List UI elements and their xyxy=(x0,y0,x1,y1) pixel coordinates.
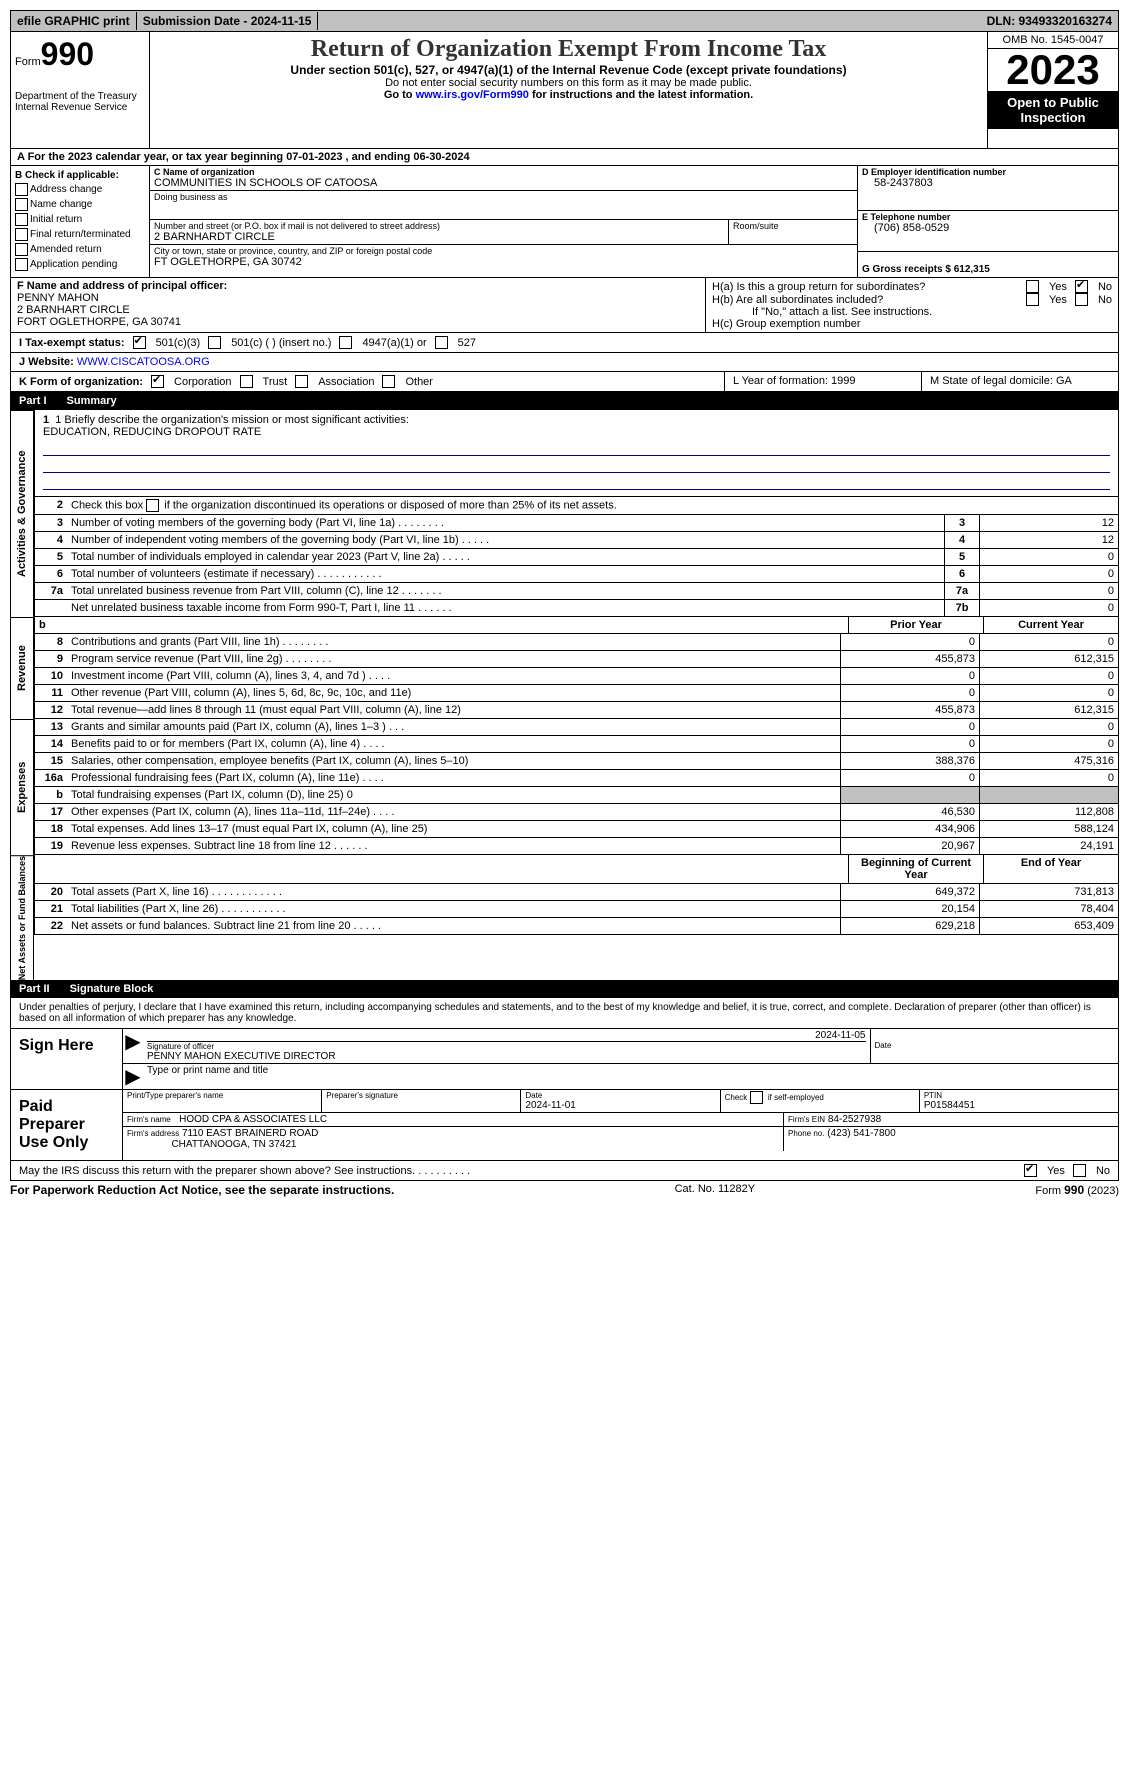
i-501c3[interactable] xyxy=(133,336,146,349)
dba-block: Doing business as xyxy=(150,191,857,220)
summary-line: 7aTotal unrelated business revenue from … xyxy=(34,583,1118,600)
opt-address-change[interactable]: Address change xyxy=(15,183,145,196)
row-a-tax-year: A For the 2023 calendar year, or tax yea… xyxy=(10,149,1119,166)
vlabel-governance: Activities & Governance xyxy=(10,410,34,617)
summary-line: 3Number of voting members of the governi… xyxy=(34,515,1118,532)
sign-arrow-icon-2: ▶ xyxy=(123,1064,143,1089)
ha-no[interactable] xyxy=(1075,280,1088,293)
dln: DLN: 93493320163274 xyxy=(981,12,1118,30)
open-public: Open to Public Inspection xyxy=(988,91,1118,129)
row-k: K Form of organization: Corporation Trus… xyxy=(10,372,725,392)
self-employed-check[interactable] xyxy=(750,1091,763,1104)
hb-no[interactable] xyxy=(1075,293,1088,306)
summary-line: 21Total liabilities (Part X, line 26) . … xyxy=(34,901,1118,918)
tax-year: 2023 xyxy=(988,49,1118,91)
k-corp[interactable] xyxy=(151,375,164,388)
opt-application-pending[interactable]: Application pending xyxy=(15,258,145,271)
summary-line: 14Benefits paid to or for members (Part … xyxy=(34,736,1118,753)
vlabel-revenue: Revenue xyxy=(10,617,34,719)
row-m: M State of legal domicile: GA xyxy=(922,372,1119,392)
i-501c[interactable] xyxy=(208,336,221,349)
summary-line: 11Other revenue (Part VIII, column (A), … xyxy=(34,685,1118,702)
summary-line: bTotal fundraising expenses (Part IX, co… xyxy=(34,787,1118,804)
row-j: J Website: WWW.CISCATOOSA.ORG xyxy=(10,353,1119,372)
part2-header: Part II Signature Block xyxy=(10,980,1119,998)
org-name-block: C Name of organization COMMUNITIES IN SC… xyxy=(150,166,857,191)
gross-receipts: G Gross receipts $ 612,315 xyxy=(858,252,1118,276)
form-title: Return of Organization Exempt From Incom… xyxy=(154,36,983,63)
rev-col-header: b Prior Year Current Year xyxy=(34,617,1118,634)
opt-final-return[interactable]: Final return/terminated xyxy=(15,228,145,241)
ha-yes[interactable] xyxy=(1026,280,1039,293)
opt-name-change[interactable]: Name change xyxy=(15,198,145,211)
submission-date: Submission Date - 2024-11-15 xyxy=(137,12,319,30)
summary-line: 20Total assets (Part X, line 16) . . . .… xyxy=(34,884,1118,901)
discuss-yes[interactable] xyxy=(1024,1164,1037,1177)
summary-line: 10Investment income (Part VIII, column (… xyxy=(34,668,1118,685)
summary-line: 5Total number of individuals employed in… xyxy=(34,549,1118,566)
discuss-row: May the IRS discuss this return with the… xyxy=(10,1161,1119,1181)
k-assoc[interactable] xyxy=(295,375,308,388)
irs-link[interactable]: www.irs.gov/Form990 xyxy=(416,89,529,101)
summary-line: 16aProfessional fundraising fees (Part I… xyxy=(34,770,1118,787)
summary-line: 12Total revenue—add lines 8 through 11 (… xyxy=(34,702,1118,719)
summary-line: 9Program service revenue (Part VIII, lin… xyxy=(34,651,1118,668)
box-b: B Check if applicable: Address change Na… xyxy=(10,166,149,278)
row-i: I Tax-exempt status: 501(c)(3) 501(c) ( … xyxy=(10,333,1119,353)
summary-line: 19Revenue less expenses. Subtract line 1… xyxy=(34,838,1118,855)
ssn-note: Do not enter social security numbers on … xyxy=(154,77,983,89)
k-other[interactable] xyxy=(382,375,395,388)
opt-amended[interactable]: Amended return xyxy=(15,243,145,256)
page-footer: For Paperwork Reduction Act Notice, see … xyxy=(10,1181,1119,1199)
form-header: Form990 Department of the Treasury Inter… xyxy=(10,32,1119,149)
line2-check[interactable] xyxy=(146,499,159,512)
top-bar: efile GRAPHIC print Submission Date - 20… xyxy=(10,10,1119,32)
room-block: Room/suite xyxy=(728,220,857,245)
summary-line: 6Total number of volunteers (estimate if… xyxy=(34,566,1118,583)
row-l: L Year of formation: 1999 xyxy=(725,372,922,392)
summary-line: 13Grants and similar amounts paid (Part … xyxy=(34,719,1118,736)
paid-preparer-section: Paid Preparer Use Only Print/Type prepar… xyxy=(10,1090,1119,1161)
summary-line: 18Total expenses. Add lines 13–17 (must … xyxy=(34,821,1118,838)
summary-line: 4Number of independent voting members of… xyxy=(34,532,1118,549)
box-h: H(a) Is this a group return for subordin… xyxy=(706,278,1119,333)
i-4947[interactable] xyxy=(339,336,352,349)
goto-note: Go to www.irs.gov/Form990 for instructio… xyxy=(154,89,983,101)
street-block: Number and street (or P.O. box if mail i… xyxy=(150,220,728,245)
sign-here-section: Sign Here ▶ 2024-11-05 Signature of offi… xyxy=(10,1029,1119,1090)
summary-line: Net unrelated business taxable income fr… xyxy=(34,600,1118,617)
vlabel-net: Net Assets or Fund Balances xyxy=(10,855,34,980)
discuss-no[interactable] xyxy=(1073,1164,1086,1177)
phone-block: E Telephone number (706) 858-0529 xyxy=(858,211,1118,252)
i-527[interactable] xyxy=(435,336,448,349)
sign-arrow-icon: ▶ xyxy=(123,1029,143,1063)
summary-line: 22Net assets or fund balances. Subtract … xyxy=(34,918,1118,935)
opt-initial-return[interactable]: Initial return xyxy=(15,213,145,226)
perjury-text: Under penalties of perjury, I declare th… xyxy=(10,998,1119,1029)
summary-line: 8Contributions and grants (Part VIII, li… xyxy=(34,634,1118,651)
hb-yes[interactable] xyxy=(1026,293,1039,306)
net-col-header: Beginning of Current Year End of Year xyxy=(34,855,1118,884)
city-block: City or town, state or province, country… xyxy=(150,245,857,269)
mission-block: 1 1 Briefly describe the organization's … xyxy=(34,410,1118,497)
efile-label[interactable]: efile GRAPHIC print xyxy=(11,12,137,30)
k-trust[interactable] xyxy=(240,375,253,388)
line-2: 2 Check this box if the organization dis… xyxy=(34,497,1118,515)
form-subtitle: Under section 501(c), 527, or 4947(a)(1)… xyxy=(154,63,983,77)
form-number: Form990 xyxy=(15,36,145,73)
dept-label: Department of the Treasury Internal Reve… xyxy=(15,91,145,113)
summary-line: 17Other expenses (Part IX, column (A), l… xyxy=(34,804,1118,821)
part1-header: Part I Summary xyxy=(10,392,1119,410)
summary-line: 15Salaries, other compensation, employee… xyxy=(34,753,1118,770)
box-f: F Name and address of principal officer:… xyxy=(10,278,706,333)
vlabel-expenses: Expenses xyxy=(10,719,34,855)
ein-block: D Employer identification number 58-2437… xyxy=(858,166,1118,211)
website-link[interactable]: WWW.CISCATOOSA.ORG xyxy=(74,356,210,368)
